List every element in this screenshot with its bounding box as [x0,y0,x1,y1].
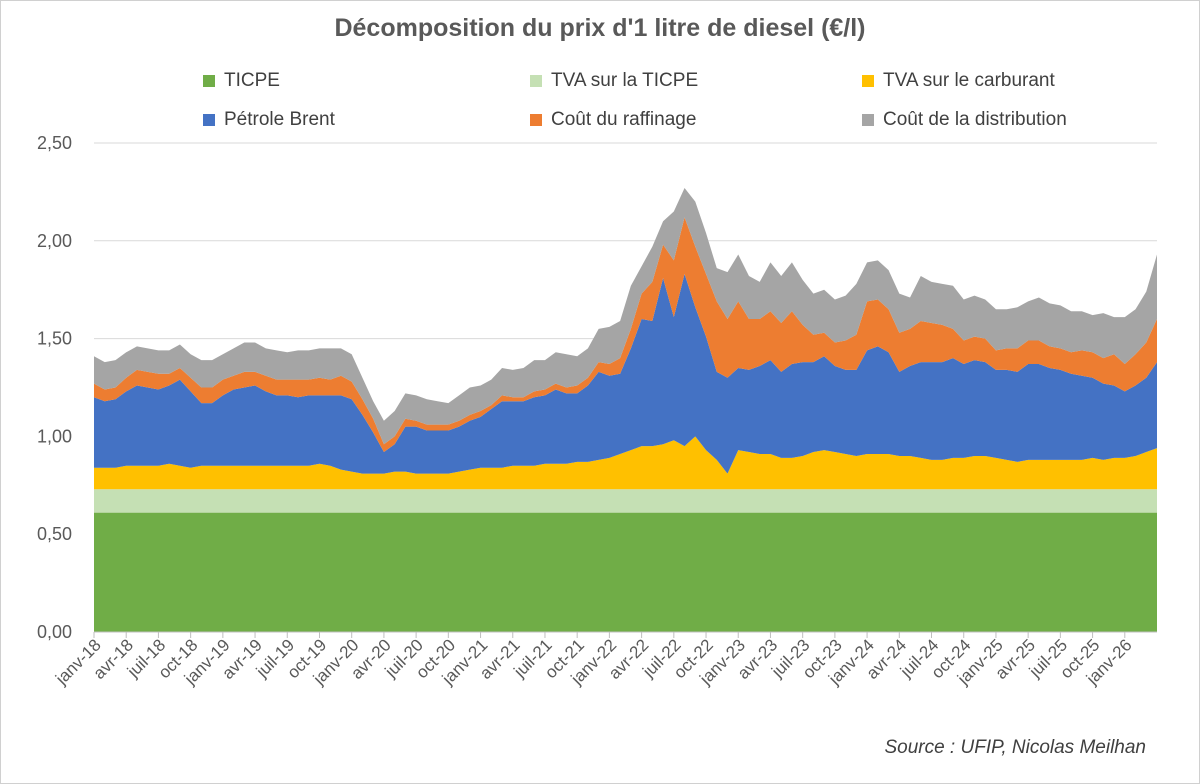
legend-swatch-tva-ticpe [530,75,542,87]
legend-item-raffinage: Coût du raffinage [530,109,696,131]
legend-item-tva-ticpe: TVA sur la TICPE [530,70,698,92]
legend-item-ticpe: TICPE [203,70,280,92]
area-series-5 [94,187,1157,445]
x-tick-labels: janv-18avr-18juil-18oct-18janv-19avr-19j… [51,635,1135,689]
chart-title: Décomposition du prix d'1 litre de diese… [334,14,866,42]
legend-swatch-ticpe [203,75,215,87]
source-note: Source : UFIP, Nicolas Meilhan [884,737,1146,758]
area-series-1 [94,489,1157,513]
area-series-0 [94,512,1157,632]
y-tick-label: 0,00 [37,622,72,642]
y-tick-label: 1,50 [37,329,72,349]
legend-label-distribution: Coût de la distribution [883,109,1067,130]
legend-item-tva-carburant: TVA sur le carburant [862,70,1055,92]
y-tick-label: 1,00 [37,426,72,446]
legend-swatch-raffinage [530,114,542,126]
legend-label-raffinage: Coût du raffinage [551,109,697,130]
legend-label-tva-carburant: TVA sur le carburant [883,70,1055,91]
y-tick-label: 2,50 [37,133,72,153]
legend-swatch-distribution [862,114,874,126]
y-tick-label: 2,00 [37,231,72,251]
y-tick-labels: 0,00 0,50 1,00 1,50 2,00 2,50 [37,133,72,642]
legend-label-tva-ticpe: TVA sur la TICPE [551,70,699,91]
area-series-3 [94,274,1157,474]
legend-label-brent: Pétrole Brent [224,109,335,130]
area-series [94,187,1157,632]
y-tick-label: 0,50 [37,524,72,544]
legend-swatch-tva-carburant [862,75,874,87]
area-series-4 [94,217,1157,453]
legend-label-ticpe: TICPE [224,70,280,91]
axes [93,631,1157,638]
legend-item-brent: Pétrole Brent [203,109,335,131]
area-series-2 [94,436,1157,490]
legend-swatch-brent [203,114,215,126]
legend-item-distribution: Coût de la distribution [862,109,1067,131]
